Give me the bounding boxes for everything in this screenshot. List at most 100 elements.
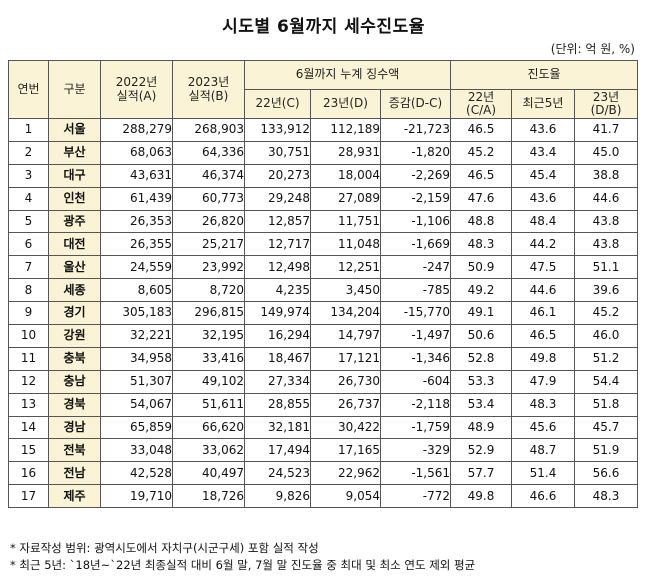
footnotes: * 자료작성 범위: 광역시도에서 자치구(시군구세) 포함 실적 작성 * 최…	[10, 540, 475, 574]
header-p22: 22년 (C/A)	[450, 89, 513, 119]
cell-row-number: 3	[8, 163, 49, 188]
cell-actual-2022: 51,307	[100, 369, 173, 394]
cell-region-name: 울산	[48, 255, 101, 280]
header-category: 구분	[48, 60, 101, 119]
cell-progress-23: 46.0	[574, 324, 639, 348]
cell-cumulative-diff: -329	[379, 438, 452, 463]
header-2022-actual: 2022년 실적(A)	[100, 60, 173, 119]
header-progress-group: 진도율	[450, 60, 639, 90]
cell-row-number: 7	[8, 255, 49, 280]
cell-cumulative-23: 9,054	[310, 484, 381, 509]
cell-actual-2022: 65,859	[100, 415, 173, 440]
cell-cumulative-23: 12,251	[310, 255, 381, 280]
cell-progress-23: 44.6	[574, 186, 639, 211]
cell-progress-23: 51.9	[574, 438, 639, 463]
cell-cumulative-diff: -1,820	[379, 140, 452, 165]
cell-cumulative-23: 26,737	[310, 392, 381, 417]
cell-actual-2023: 46,374	[172, 163, 245, 188]
cell-progress-23: 51.1	[574, 255, 639, 280]
table-row: 5 광주 26,353 26,820 12,857 11,751 -1,106 48.8 48.…	[8, 209, 639, 234]
cell-progress-22: 48.3	[450, 232, 513, 257]
cell-actual-2022: 42,528	[100, 461, 173, 486]
cell-cumulative-22: 30,751	[244, 140, 311, 165]
header-cumulative-group: 6월까지 누계 징수액	[243, 60, 452, 90]
cell-row-number: 8	[8, 278, 49, 303]
cell-row-number: 15	[8, 438, 49, 463]
cell-progress-22: 48.8	[450, 209, 513, 234]
cell-progress-5y: 44.6	[511, 278, 576, 303]
cell-actual-2023: 8,720	[172, 278, 245, 303]
cell-actual-2023: 33,416	[172, 346, 245, 371]
cell-cumulative-diff: -2,118	[379, 392, 452, 417]
cell-actual-2023: 51,611	[172, 392, 245, 417]
cell-actual-2022: 43,631	[100, 163, 173, 188]
cell-actual-2023: 66,620	[172, 415, 245, 440]
cell-actual-2023: 40,497	[172, 461, 245, 486]
cell-actual-2023: 32,195	[172, 324, 245, 348]
cell-progress-5y: 43.4	[511, 140, 576, 165]
cell-progress-22: 47.6	[450, 186, 513, 211]
cell-actual-2022: 54,067	[100, 392, 173, 417]
cell-progress-23: 39.6	[574, 278, 639, 303]
cell-row-number: 12	[8, 369, 49, 394]
cell-actual-2022: 24,559	[100, 255, 173, 280]
table-row: 1 서울 288,279 268,903 133,912 112,189 -21,723 46…	[8, 118, 639, 142]
header-diff: 증감(D-C)	[379, 89, 452, 119]
cell-region-name: 인천	[48, 186, 101, 211]
cell-progress-5y: 47.9	[511, 369, 576, 394]
cell-row-number: 5	[8, 209, 49, 234]
cell-progress-5y: 43.6	[511, 118, 576, 142]
cell-row-number: 16	[8, 461, 49, 486]
header-p5y: 최근5년	[511, 89, 576, 119]
cell-cumulative-22: 20,273	[244, 163, 311, 188]
header-d23: 23년(D)	[310, 89, 381, 119]
table-row: 4 인천 61,439 60,773 29,248 27,089 -2,159 47.6 43.…	[8, 186, 639, 211]
cell-row-number: 13	[8, 392, 49, 417]
cell-region-name: 전남	[48, 461, 101, 486]
table-row: 7 울산 24,559 23,992 12,498 12,251 -247 50.9 47.5 5…	[8, 255, 639, 280]
cell-progress-22: 50.6	[450, 324, 513, 348]
cell-actual-2022: 34,958	[100, 346, 173, 371]
cell-cumulative-23: 14,797	[310, 324, 381, 348]
cell-cumulative-diff: -772	[379, 484, 452, 509]
cell-cumulative-diff: -1,346	[379, 346, 452, 371]
cell-cumulative-23: 27,089	[310, 186, 381, 211]
cell-cumulative-diff: -21,723	[379, 118, 452, 142]
cell-actual-2022: 33,048	[100, 438, 173, 463]
page-title: 시도별 6월까지 세수진도율	[222, 17, 425, 37]
cell-progress-5y: 48.7	[511, 438, 576, 463]
cell-progress-23: 51.8	[574, 392, 639, 417]
cell-cumulative-22: 27,334	[244, 369, 311, 394]
cell-progress-5y: 45.6	[511, 415, 576, 440]
cell-row-number: 10	[8, 324, 49, 348]
cell-actual-2023: 296,815	[172, 301, 245, 326]
footnote-scope: * 자료작성 범위: 광역시도에서 자치구(시군구세) 포함 실적 작성	[10, 541, 319, 555]
table-body: 1 서울 288,279 268,903 133,912 112,189 -21,723 46…	[8, 118, 639, 509]
cell-region-name: 강원	[48, 324, 101, 348]
cell-cumulative-23: 3,450	[310, 278, 381, 303]
cell-cumulative-22: 133,912	[244, 118, 311, 142]
cell-cumulative-23: 30,422	[310, 415, 381, 440]
cell-cumulative-22: 24,523	[244, 461, 311, 486]
cell-cumulative-diff: -604	[379, 369, 452, 394]
cell-cumulative-22: 16,294	[244, 324, 311, 348]
cell-cumulative-diff: -1,106	[379, 209, 452, 234]
cell-cumulative-22: 32,181	[244, 415, 311, 440]
cell-progress-22: 57.7	[450, 461, 513, 486]
table-row: 11 충북 34,958 33,416 18,467 17,121 -1,346 52.8 49…	[8, 346, 639, 371]
cell-cumulative-22: 28,855	[244, 392, 311, 417]
cell-progress-22: 48.9	[450, 415, 513, 440]
cell-actual-2023: 18,726	[172, 484, 245, 509]
cell-cumulative-diff: -15,770	[379, 301, 452, 326]
cell-cumulative-22: 17,494	[244, 438, 311, 463]
cell-region-name: 제주	[48, 484, 101, 509]
cell-cumulative-diff: -785	[379, 278, 452, 303]
cell-actual-2022: 19,710	[100, 484, 173, 509]
header-rownum: 연번	[8, 60, 49, 119]
cell-cumulative-23: 17,121	[310, 346, 381, 371]
cell-cumulative-23: 11,751	[310, 209, 381, 234]
cell-actual-2022: 288,279	[100, 118, 173, 142]
table-row: 12 충남 51,307 49,102 27,334 26,730 -604 53.3 47.9…	[8, 369, 639, 394]
cell-row-number: 1	[8, 118, 49, 142]
table-row: 9 경기 305,183 296,815 149,974 134,204 -15,770 49…	[8, 301, 639, 326]
